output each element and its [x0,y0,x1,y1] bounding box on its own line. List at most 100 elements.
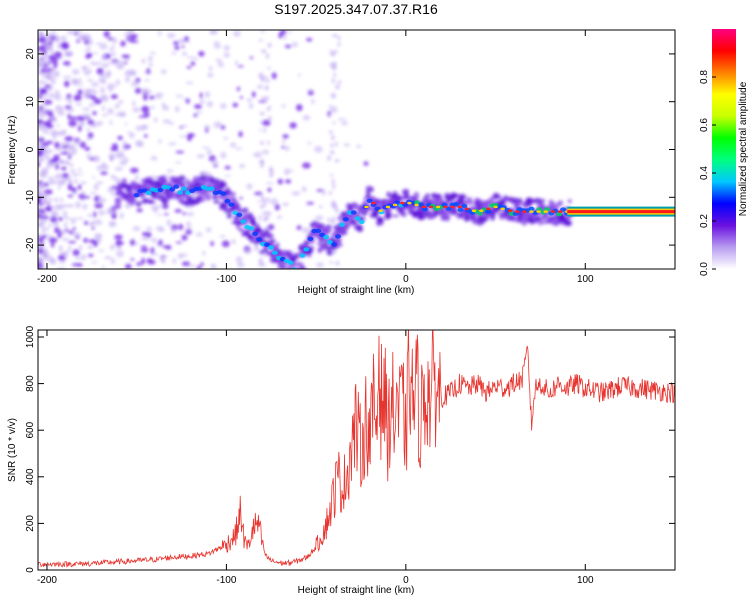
speckle [92,111,97,116]
ridge-halo [400,212,407,218]
speckle [181,51,188,56]
ridge-peak [392,203,398,207]
speckle [264,85,269,91]
ridge-halo [219,204,227,211]
speckle [73,139,81,146]
speckle [332,205,338,210]
speckle [337,42,341,47]
speckle [87,253,94,258]
spectrogram-frame [37,29,676,270]
speckle [114,103,120,109]
ridge-halo [515,203,521,208]
ridge-halo [185,195,194,200]
speckle [181,39,185,46]
ridge-blob [453,202,460,207]
speckle [174,161,182,164]
speckle [101,105,106,112]
speckle [266,107,271,112]
ridge-peak [421,205,426,209]
speckle [58,229,63,233]
speckle [48,237,58,243]
speckle [111,143,118,149]
speckle [181,234,188,241]
speckle [215,58,223,63]
speckle [70,219,77,225]
speckle [205,227,212,233]
speckle [129,132,135,139]
speckle [318,205,324,209]
speckle [38,223,44,227]
speckle [71,263,81,267]
speckle [146,226,153,232]
speckle [57,110,65,116]
ridge-halo [275,242,280,248]
speckle [54,94,62,101]
speckle [265,95,269,101]
speckle [41,234,47,239]
speckle [47,197,54,201]
speckle [151,237,158,243]
speckle [64,51,73,55]
speckle [118,99,124,104]
ridge-halo [296,271,302,277]
speckle [69,116,78,120]
speckle [314,145,323,153]
ridge-halo [336,243,343,247]
speckle [186,56,196,59]
speckle [170,227,176,234]
speckle [69,217,78,221]
speckle [282,202,289,207]
speckle [49,54,56,62]
speckle [233,30,241,37]
ridge-blob [315,228,322,233]
ridge-blob [252,231,259,236]
ridge-halo [161,176,168,184]
ridge-halo [320,244,328,251]
speckle [261,197,266,203]
speckle [76,115,85,122]
speckle [82,113,91,118]
speckle [53,65,58,69]
speckle [174,105,180,113]
speckle [141,236,150,241]
speckle [145,231,152,238]
spectrogram-xtick-label: -200 [37,274,57,285]
speckle [146,68,151,74]
speckle [49,69,57,73]
speckle [60,41,69,49]
speckle [88,102,95,107]
ridge-blob [303,247,310,252]
ridge-blob [181,186,188,191]
speckle [105,70,112,77]
speckle [132,226,141,232]
ridge-halo [492,192,500,200]
speckle [211,159,219,166]
speckle [61,173,70,179]
speckle [90,94,97,100]
speckle [49,93,55,96]
speckle [231,239,236,245]
speckle [143,95,148,101]
speckle [150,155,158,161]
ridge-halo [295,274,299,279]
ridge-halo [350,221,358,225]
speckle [335,261,340,266]
speckle [334,159,340,163]
ridge-halo [374,211,379,219]
ridge-halo [557,200,564,205]
speckle [232,102,239,108]
speckle [329,173,333,177]
speckle [97,123,101,127]
speckle [296,225,302,230]
ridge-peak [500,207,505,211]
speckle [217,62,224,68]
speckle [186,66,192,69]
speckle [52,210,59,217]
speckle [52,129,56,137]
ridge-halo [475,198,483,203]
ridge-halo [237,227,246,232]
ridge-blob [477,211,484,216]
speckle [68,176,72,184]
ridge-peak [493,205,498,209]
